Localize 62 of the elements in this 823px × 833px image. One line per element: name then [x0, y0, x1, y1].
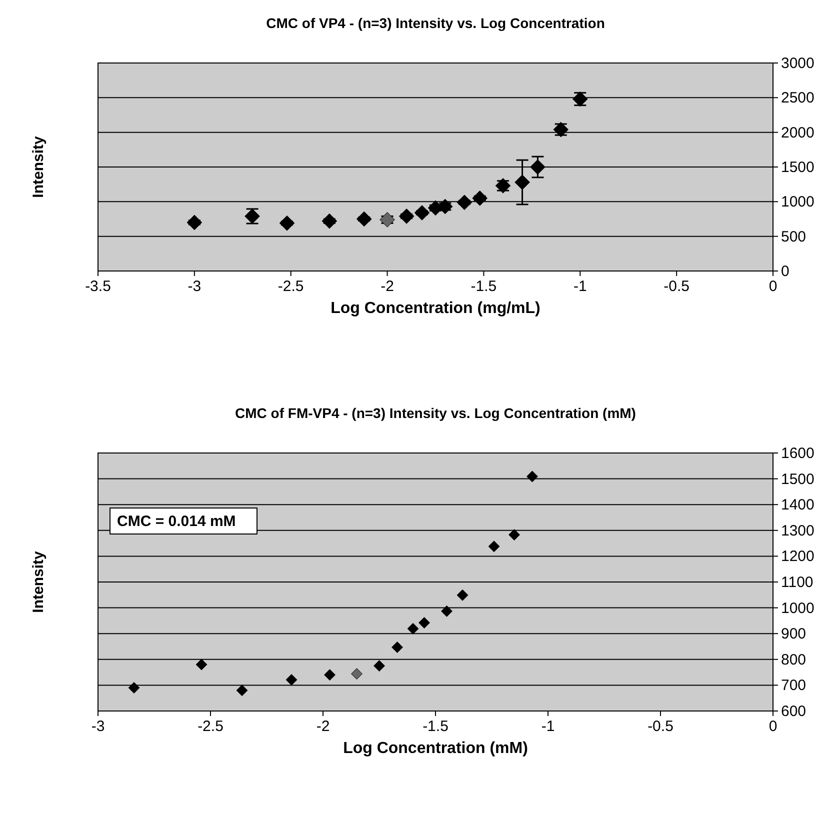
y-tick-label: 1000: [781, 600, 814, 617]
x-tick-label: -0.5: [648, 718, 674, 735]
point: [356, 211, 372, 227]
y-tick-label: 1300: [781, 522, 814, 540]
point: [286, 674, 298, 686]
x-tick-label: -2.5: [278, 278, 304, 295]
x-tick-label: 0: [768, 278, 778, 295]
point: [236, 684, 248, 696]
x-tick-label: -1: [573, 278, 587, 295]
point: [324, 669, 336, 681]
y-tick-label: 700: [781, 677, 806, 694]
y-tick-label: 0: [781, 263, 790, 280]
y-tick-label: 600: [781, 703, 806, 720]
annotation: CMC = 0.014 mM: [117, 513, 236, 530]
y-tick-label: 3000: [781, 55, 814, 72]
point: [128, 682, 140, 694]
x-axis-title: Log Concentration (mM): [343, 740, 528, 757]
x-tick-label: -1.5: [470, 278, 497, 295]
point: [322, 213, 338, 229]
y-tick-label: 1100: [781, 574, 814, 591]
chart-title: CMC of FM-VP4 - (n=3) Intensity vs. Log Concentration (mM): [235, 405, 636, 421]
point: [279, 215, 295, 231]
x-tick-label: -3: [91, 718, 105, 735]
y-tick-label: 1500: [781, 470, 814, 488]
x-tick-label: 0: [768, 718, 778, 735]
y-tick-label: 1600: [781, 445, 814, 462]
point: [508, 529, 520, 541]
point: [456, 589, 468, 601]
x-tick-label: -1: [541, 718, 555, 735]
y-axis-title: Intensity: [30, 550, 47, 613]
y-tick-label: 800: [781, 651, 806, 668]
x-tick-label: -3.5: [85, 278, 111, 295]
point: [186, 214, 202, 230]
point: [526, 470, 538, 482]
point: [380, 212, 395, 228]
y-tick-label: 900: [781, 626, 806, 643]
x-tick-label: -1.5: [422, 718, 448, 735]
point: [351, 668, 362, 680]
point: [196, 658, 208, 670]
x-tick-label: -0.5: [664, 278, 690, 295]
y-tick-label: 2000: [781, 124, 814, 142]
x-tick-label: -2.5: [198, 718, 224, 735]
y-tick-label: 500: [781, 228, 806, 246]
y-tick-label: 1500: [781, 159, 814, 176]
x-tick-label: -2: [380, 278, 394, 295]
x-axis-title: Log Concentration (mg/mL): [330, 300, 540, 317]
y-tick-label: 1000: [781, 194, 814, 211]
y-tick-label: 1200: [781, 548, 814, 566]
point: [418, 617, 430, 628]
y-tick-label: 1400: [781, 496, 814, 514]
y-tick-label: 2500: [781, 90, 814, 107]
x-tick-label: -3: [188, 278, 202, 295]
point: [488, 540, 500, 552]
x-tick-label: -2: [316, 718, 330, 735]
point: [530, 159, 546, 175]
point: [374, 660, 385, 672]
chart-title: CMC of VP4 - (n=3) Intensity vs. Log Concentration: [266, 15, 605, 31]
point: [441, 605, 452, 617]
point: [392, 642, 403, 653]
y-axis-title: Intensity: [30, 136, 47, 198]
point: [407, 622, 419, 634]
point: [514, 174, 530, 190]
